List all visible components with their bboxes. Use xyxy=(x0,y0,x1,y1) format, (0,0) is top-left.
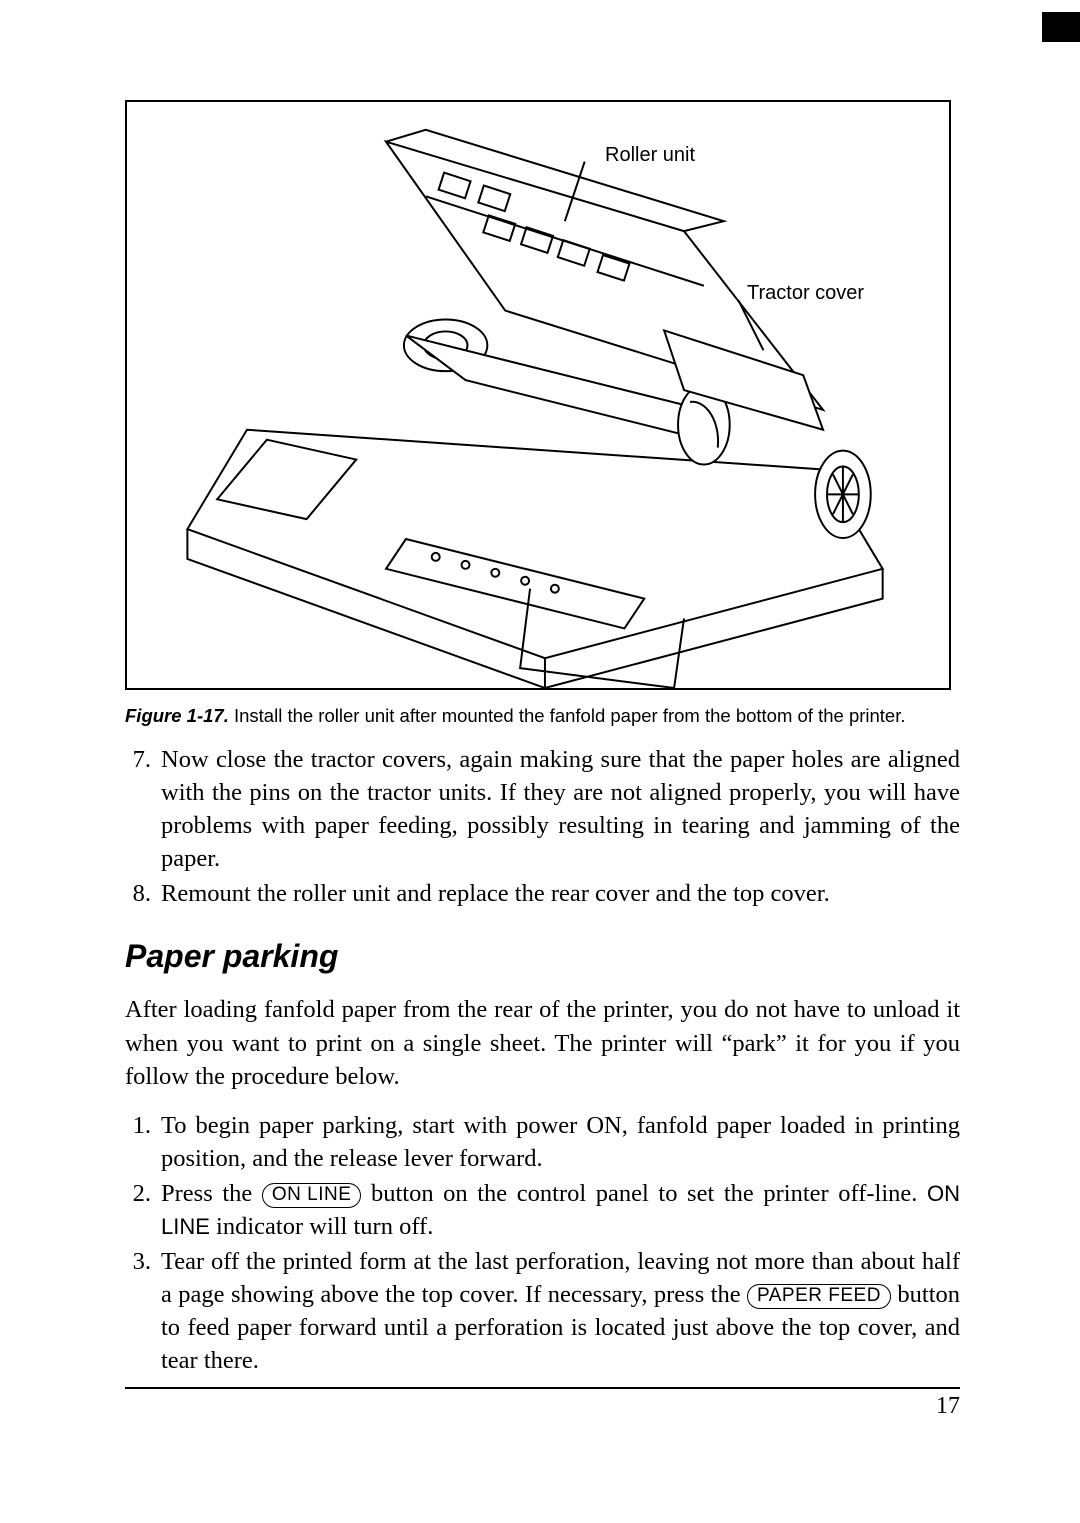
step-text: Now close the tractor covers, again maki… xyxy=(161,743,960,875)
intro-paragraph: After loading fanfold paper from the rea… xyxy=(125,993,960,1092)
steps-list-b: 1. To begin paper parking, start with po… xyxy=(125,1109,960,1378)
printer-illustration xyxy=(127,102,949,688)
paper-feed-button-label: PAPER FEED xyxy=(747,1284,891,1309)
footer-rule xyxy=(125,1387,960,1389)
section-heading-paper-parking: Paper parking xyxy=(125,938,960,975)
step-number: 3. xyxy=(125,1245,161,1377)
step-b1: 1. To begin paper parking, start with po… xyxy=(125,1109,960,1175)
step-number: 7. xyxy=(125,743,161,875)
step-text: Remount the roller unit and replace the … xyxy=(161,877,960,910)
page-edge-marker xyxy=(1042,12,1080,42)
step-number: 1. xyxy=(125,1109,161,1175)
step-text: To begin paper parking, start with power… xyxy=(161,1109,960,1175)
step-7: 7. Now close the tractor covers, again m… xyxy=(125,743,960,875)
label-tractor-cover: Tractor cover xyxy=(747,282,864,305)
step-b3: 3. Tear off the printed form at the last… xyxy=(125,1245,960,1377)
step-b2: 2. Press the ON LINE button on the contr… xyxy=(125,1177,960,1243)
step-8: 8. Remount the roller unit and replace t… xyxy=(125,877,960,910)
steps-list-a: 7. Now close the tractor covers, again m… xyxy=(125,743,960,910)
figure-caption-text: Install the roller unit after mounted th… xyxy=(234,705,906,726)
step-number: 2. xyxy=(125,1177,161,1243)
label-roller-unit: Roller unit xyxy=(605,144,695,167)
on-line-button-label: ON LINE xyxy=(262,1183,362,1208)
figure-number: Figure 1-17. xyxy=(125,705,229,726)
step-text: Tear off the printed form at the last pe… xyxy=(161,1245,960,1377)
figure-caption: Figure 1-17. Install the roller unit aft… xyxy=(125,704,960,727)
page-content: Roller unit Tractor cover Figure 1-17. I… xyxy=(125,100,960,1420)
figure-1-17: Roller unit Tractor cover xyxy=(125,100,951,690)
step-text: Press the ON LINE button on the control … xyxy=(161,1177,960,1243)
step-number: 8. xyxy=(125,877,161,910)
page-number: 17 xyxy=(125,1393,960,1420)
